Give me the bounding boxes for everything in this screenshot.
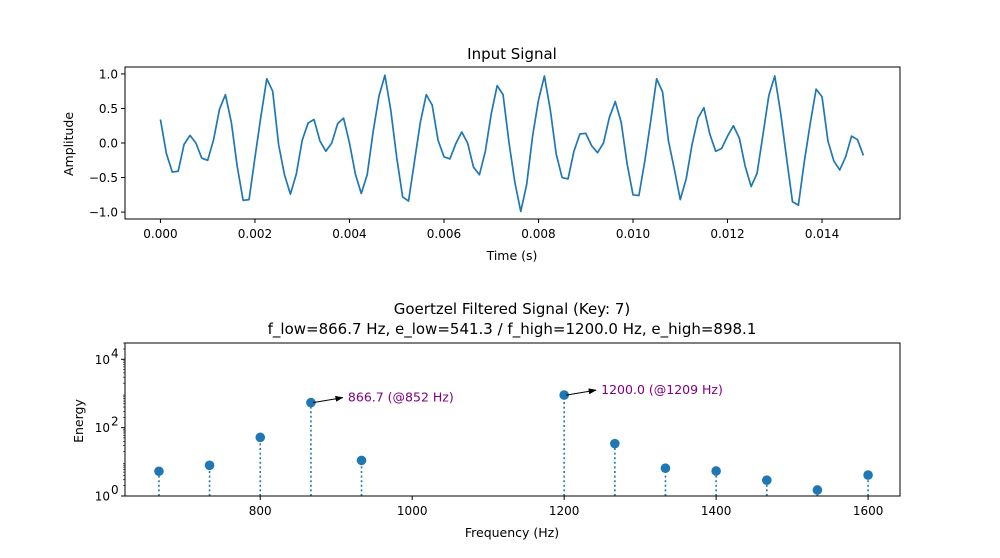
x-tick-label: 0.004 — [332, 227, 366, 241]
stem-marker — [204, 460, 215, 471]
x-tick-label: 0.014 — [805, 227, 839, 241]
annotation-label: 1200.0 (@1209 Hz) — [601, 382, 723, 397]
input-signal-y-axis-label: Amplitude — [61, 112, 76, 176]
stem-marker — [306, 397, 316, 408]
annotation-arrow — [312, 395, 344, 404]
x-tick-label: 0.008 — [521, 227, 555, 241]
input-signal-title: Input Signal — [467, 45, 557, 63]
x-tick-label: 0.006 — [427, 227, 461, 241]
x-tick-label: 1000 — [397, 504, 428, 518]
y-tick-label: 10 — [95, 421, 110, 435]
annotation-arrow — [566, 388, 597, 396]
y-tick-label: 10 — [95, 353, 110, 367]
x-tick-label: 0.002 — [238, 227, 272, 241]
goertzel-subtitle: f_low=866.7 Hz, e_low=541.3 / f_high=120… — [268, 320, 757, 339]
stem-marker — [559, 390, 569, 400]
goertzel-x-ticks: 800 1000 1200 1400 1600 — [249, 496, 884, 518]
stem-marker — [255, 432, 266, 443]
goertzel-y-axis-label: Energy — [71, 399, 86, 443]
y-tick-label: 10 — [95, 490, 110, 504]
input-signal-x-ticks: 0.000 0.002 0.004 0.006 0.008 0.010 0.012 0.014 — [143, 219, 839, 241]
y-tick-label: 0.0 — [99, 137, 118, 151]
goertzel-title: Goertzel Filtered Signal (Key: 7) — [394, 300, 630, 318]
x-tick-label: 0.010 — [616, 227, 650, 241]
x-tick-label: 800 — [249, 504, 272, 518]
goertzel-x-axis-label: Frequency (Hz) — [465, 525, 559, 540]
annotation-label: 866.7 (@852 Hz) — [348, 390, 454, 405]
goertzel-plot-area: 866.7 (@852 Hz) 1200.0 (@1209 Hz) — [154, 382, 873, 496]
y-tick-label: −1.0 — [89, 206, 118, 220]
stem-marker — [762, 475, 772, 485]
goertzel-axes-frame — [124, 342, 901, 497]
input-signal-panel: Input Signal 0.000 0.002 0.004 0.006 0.008 0.… — [61, 45, 901, 263]
x-tick-label: 1200 — [549, 504, 580, 518]
x-tick-label: 0.012 — [710, 227, 744, 241]
stem-marker — [660, 463, 671, 474]
signal-line — [159, 74, 865, 213]
input-signal-y-ticks: 1.0 0.5 0.0 −0.5 −1.0 — [89, 67, 125, 220]
y-tick-exponent: 2 — [111, 415, 119, 429]
x-tick-label: 1600 — [853, 504, 884, 518]
y-tick-exponent: 4 — [111, 346, 119, 360]
stem-marker — [711, 466, 721, 476]
input-signal-x-axis-label: Time (s) — [486, 248, 538, 263]
stem-marker — [356, 455, 367, 466]
x-tick-label: 0.000 — [143, 227, 177, 241]
y-tick-exponent: 0 — [111, 483, 119, 497]
stem-marker — [863, 470, 873, 480]
goertzel-panel: Goertzel Filtered Signal (Key: 7) f_low=… — [71, 300, 901, 540]
y-tick-label: 0.5 — [99, 102, 118, 116]
y-tick-label: 1.0 — [99, 67, 118, 81]
x-tick-label: 1400 — [701, 504, 732, 518]
stem-marker — [154, 466, 164, 477]
y-tick-label: −0.5 — [89, 171, 118, 185]
stem-marker — [812, 485, 823, 495]
input-signal-plot-area — [159, 74, 865, 213]
stem-marker — [610, 438, 620, 449]
